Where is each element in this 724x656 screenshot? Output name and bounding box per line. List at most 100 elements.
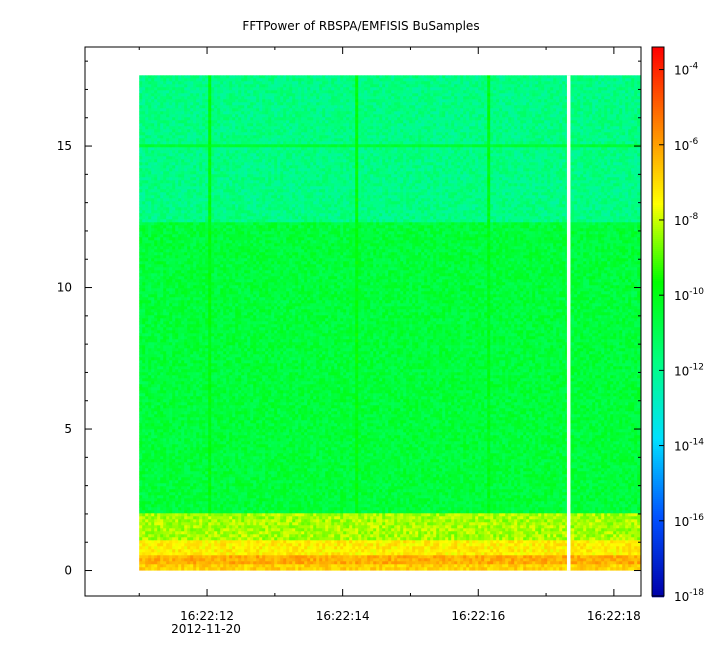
spectrogram-cell — [175, 153, 179, 157]
spectrogram-cell — [202, 84, 206, 88]
spectrogram-cell — [442, 96, 446, 100]
spectrogram-cell — [364, 108, 368, 112]
spectrogram-cell — [328, 75, 332, 79]
spectrogram-cell — [574, 141, 578, 145]
spectrogram-cell — [511, 132, 515, 136]
spectrogram-cell — [538, 90, 542, 94]
spectrogram-cell — [406, 144, 410, 148]
spectrogram-cell — [352, 153, 356, 157]
spectrogram-cell — [526, 147, 530, 151]
spectrogram-cell — [595, 144, 599, 148]
spectrogram-cell — [499, 159, 503, 163]
spectrogram-cell — [532, 99, 536, 103]
spectrogram-cell — [214, 99, 218, 103]
spectrogram-cell — [616, 75, 620, 79]
spectrogram-cell — [511, 141, 515, 145]
spectrogram-cell — [442, 147, 446, 151]
spectrogram-cell — [400, 114, 404, 118]
spectrogram-cell — [457, 84, 461, 88]
spectrogram-cell — [274, 99, 278, 103]
spectrogram-cell — [466, 138, 470, 142]
spectrogram-cell — [142, 144, 146, 148]
spectrogram-cell — [400, 147, 404, 151]
spectrogram-cell — [166, 147, 170, 151]
spectrogram-cell — [379, 96, 383, 100]
spectrogram-cell — [163, 123, 167, 127]
spectrogram-cell — [157, 84, 161, 88]
spectrogram-cell — [337, 75, 341, 79]
spectrogram-cell — [139, 93, 143, 97]
spectrogram-cell — [391, 123, 395, 127]
spectrogram-cell — [178, 99, 182, 103]
spectrogram-cell — [178, 105, 182, 109]
spectrogram-cell — [388, 117, 392, 121]
spectrogram-cell — [610, 111, 614, 115]
spectrogram-cell — [217, 96, 221, 100]
spectrogram-cell — [490, 93, 494, 97]
spectrogram-cell — [532, 144, 536, 148]
spectrogram-cell — [175, 108, 179, 112]
spectrogram-cell — [496, 120, 500, 124]
spectrogram-cell — [580, 114, 584, 118]
spectrogram-cell — [298, 135, 302, 139]
spectrogram-cell — [373, 162, 377, 166]
spectrogram-cell — [157, 90, 161, 94]
spectrogram-cell — [379, 150, 383, 154]
spectrogram-cell — [139, 126, 143, 130]
spectrogram-cell — [499, 96, 503, 100]
spectrogram-cell — [520, 84, 524, 88]
spectrogram-cell — [601, 156, 605, 160]
spectrogram-cell — [532, 129, 536, 133]
spectrogram-cell — [331, 159, 335, 163]
spectrogram-cell — [193, 78, 197, 82]
spectrogram-cell — [418, 84, 422, 88]
spectrogram-cell — [490, 147, 494, 151]
spectrogram-cell — [418, 87, 422, 91]
spectrogram-cell — [343, 105, 347, 109]
spectrogram-cell — [442, 105, 446, 109]
spectrogram-cell — [406, 93, 410, 97]
spectrogram-cell — [298, 120, 302, 124]
spectrogram-cell — [604, 150, 608, 154]
spectrogram-cell — [394, 162, 398, 166]
spectrogram-cell — [163, 93, 167, 97]
spectrogram-cell — [553, 105, 557, 109]
spectrogram-cell — [394, 117, 398, 121]
spectrogram-cell — [319, 84, 323, 88]
spectrogram-cell — [490, 90, 494, 94]
spectrogram-cell — [208, 123, 212, 127]
spectrogram-cell — [481, 120, 485, 124]
spectrogram-cell — [538, 102, 542, 106]
spectrogram-cell — [295, 162, 299, 166]
spectrogram-cell — [355, 123, 359, 127]
spectrogram-cell — [151, 129, 155, 133]
spectrogram-cell — [379, 108, 383, 112]
spectrogram-cell — [265, 75, 269, 79]
spectrogram-cell — [574, 111, 578, 115]
spectrogram-cell — [343, 120, 347, 124]
spectrogram-cell — [271, 102, 275, 106]
spectrogram-cell — [400, 120, 404, 124]
spectrogram-cell — [175, 138, 179, 142]
spectrogram-cell — [271, 159, 275, 163]
spectrogram-cell — [292, 102, 296, 106]
spectrogram-cell — [340, 117, 344, 121]
spectrogram-cell — [271, 162, 275, 166]
spectrogram-cell — [262, 147, 266, 151]
spectrogram-cell — [265, 105, 269, 109]
spectrogram-cell — [367, 126, 371, 130]
spectrogram-cell — [532, 156, 536, 160]
spectrogram-cell — [376, 123, 380, 127]
spectrogram-cell — [469, 90, 473, 94]
spectrogram-cell — [562, 132, 566, 136]
spectrogram-cell — [280, 117, 284, 121]
spectrogram-cell — [628, 138, 632, 142]
spectrogram-cell — [466, 159, 470, 163]
spectrogram-cell — [355, 126, 359, 130]
spectrogram-cell — [283, 159, 287, 163]
spectrogram-cell — [199, 135, 203, 139]
spectrogram-cell — [247, 90, 251, 94]
spectrogram-cell — [631, 132, 635, 136]
spectrogram-cell — [508, 111, 512, 115]
spectrogram-cell — [160, 138, 164, 142]
